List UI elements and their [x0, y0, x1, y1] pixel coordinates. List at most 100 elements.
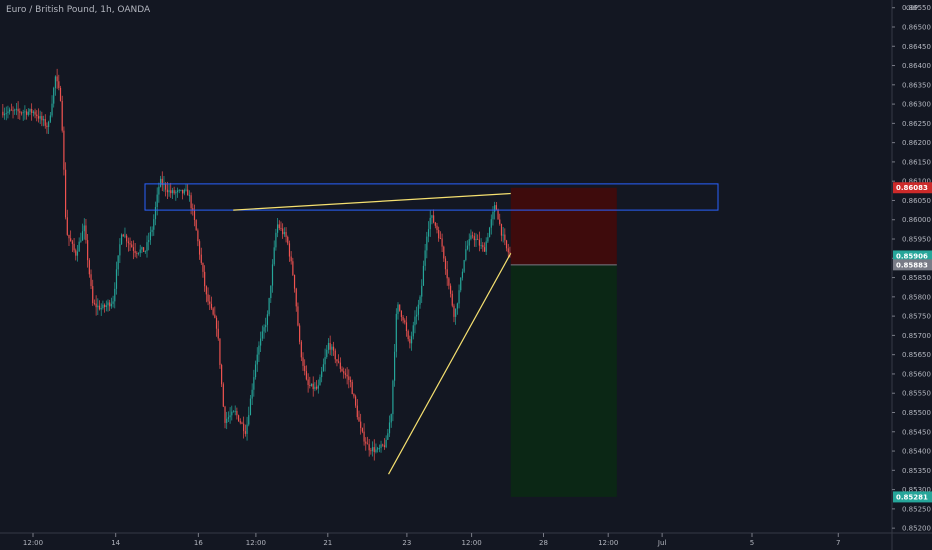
candle-body	[341, 368, 343, 372]
candle-body	[222, 384, 224, 407]
candle-body	[3, 113, 6, 116]
candle-body	[49, 115, 51, 122]
candle-body	[5, 112, 7, 114]
candle-body	[383, 445, 386, 448]
y-tick-label: 0.86200	[902, 139, 931, 147]
candle-body	[419, 296, 421, 305]
price-label: 0.86083	[896, 184, 928, 192]
candle-body	[438, 230, 440, 239]
candle-body	[373, 447, 375, 453]
candle-body	[385, 439, 387, 448]
x-tick-label: 7	[836, 539, 840, 547]
candle-body	[243, 423, 245, 432]
candle-body	[414, 316, 416, 326]
y-tick-label: 0.86400	[902, 62, 931, 70]
candle-body	[151, 229, 153, 233]
candle-body	[494, 205, 496, 212]
y-tick-label: 0.86000	[902, 216, 931, 224]
candle-body	[431, 215, 433, 218]
candle-body	[300, 341, 302, 358]
candle-body	[377, 448, 379, 450]
candle-body	[283, 232, 285, 235]
candle-body	[146, 242, 148, 252]
candle-body	[400, 310, 402, 317]
candle-body	[197, 230, 199, 242]
y-tick-label: 0.85200	[902, 525, 931, 533]
candle-body	[466, 245, 469, 250]
candle-body	[346, 374, 348, 377]
candle-body	[195, 220, 197, 231]
candle-body	[241, 422, 243, 424]
y-tick-label: 0.85250	[902, 505, 931, 513]
candle-body	[36, 114, 38, 117]
x-tick-label: Jul	[657, 539, 667, 547]
candle-body	[482, 245, 484, 248]
candle-body	[427, 229, 430, 237]
candle-body	[483, 247, 486, 252]
candle-body	[81, 231, 84, 241]
candle-body	[12, 110, 14, 112]
candle-body	[273, 247, 275, 265]
candle-body	[299, 325, 301, 342]
trendline-1	[233, 192, 511, 211]
candle-body	[88, 260, 90, 275]
candle-body	[122, 234, 124, 237]
candle-body	[304, 365, 306, 372]
candle-body	[204, 271, 206, 287]
candle-body	[402, 316, 404, 321]
candle-body	[85, 225, 87, 241]
candle-body	[356, 405, 358, 418]
candle-body	[73, 243, 75, 251]
candle-body	[404, 320, 406, 323]
candle-body	[327, 342, 330, 350]
y-tick-label: 0.85450	[902, 428, 931, 436]
candle-body	[178, 190, 180, 191]
candle-body	[198, 241, 201, 255]
candle-body	[256, 354, 258, 365]
candle-body	[183, 189, 185, 194]
x-tick-label: 12:00	[461, 539, 481, 547]
candle-body	[265, 324, 267, 328]
candle-body	[214, 314, 216, 318]
candle-body	[463, 260, 465, 272]
candle-body	[360, 421, 362, 429]
candle-body	[37, 116, 40, 119]
candle-body	[51, 103, 53, 116]
candle-body	[451, 293, 453, 306]
candle-body	[154, 207, 157, 220]
y-tick-label: 0.85650	[902, 351, 931, 359]
candle-body	[258, 345, 260, 355]
candle-body	[9, 109, 11, 112]
y-tick-label: 0.85400	[902, 448, 931, 456]
candle-body	[56, 76, 58, 82]
candle-body	[215, 317, 218, 329]
candle-body	[71, 241, 73, 244]
candle-body	[310, 383, 313, 386]
candle-body	[65, 169, 67, 218]
candle-body	[343, 371, 345, 374]
candle-body	[417, 304, 419, 315]
candle-body	[448, 278, 450, 286]
candle-body	[275, 232, 277, 248]
candle-body	[500, 223, 503, 236]
candle-body	[219, 338, 221, 365]
y-tick-label: 0.85300	[902, 486, 931, 494]
candle-body	[453, 305, 455, 317]
candle-body	[409, 339, 411, 344]
candle-body	[468, 239, 470, 246]
candle-body	[10, 109, 12, 111]
candle-body	[117, 255, 119, 270]
candle-body	[416, 314, 418, 317]
price-label: 0.85906	[896, 252, 928, 260]
candle-body	[455, 308, 457, 317]
y-tick-label: 0.86250	[902, 120, 931, 128]
candle-body	[76, 251, 79, 256]
candle-body	[46, 125, 48, 128]
candle-body	[54, 76, 57, 88]
candle-body	[472, 235, 474, 237]
price-label: 0.85281	[896, 493, 928, 501]
candle-body	[75, 250, 77, 256]
x-tick-label: 16	[194, 539, 203, 547]
candle-body	[441, 238, 443, 247]
